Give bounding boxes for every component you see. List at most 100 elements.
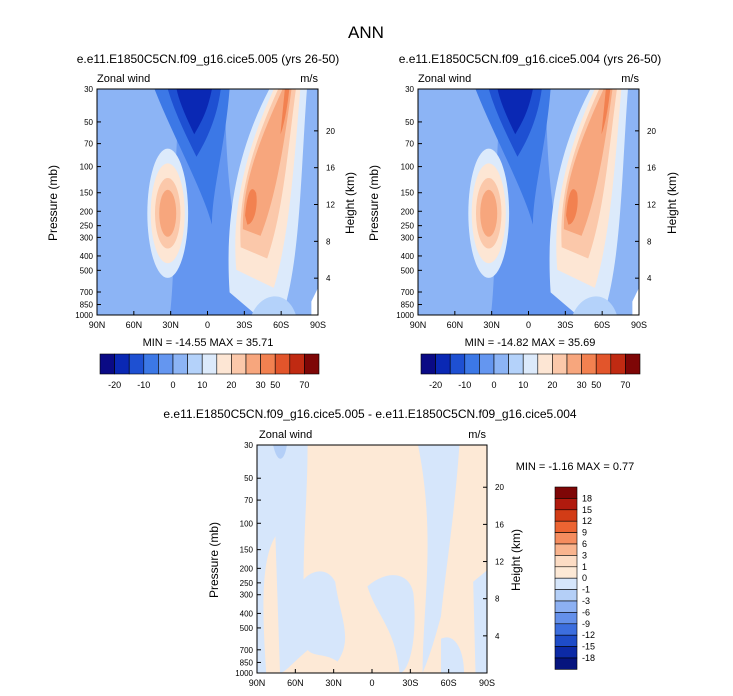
colorbar-swatch	[554, 646, 578, 659]
panel-c-ylabel-right: Height (km)	[509, 529, 523, 591]
colorbar-label: -6	[582, 607, 590, 617]
y-tick-label: 100	[401, 163, 415, 172]
colorbar-swatch	[554, 612, 578, 625]
colorbar-swatch	[554, 657, 578, 670]
colorbar-swatch	[99, 353, 115, 375]
y-tick-label: 50	[244, 474, 253, 483]
panel-c-stats: MIN = -1.16 MAX = 0.77	[516, 461, 635, 473]
y-tick-label: 200	[401, 207, 415, 216]
panel-b-ticks: 90N 60N 30N 0 30S 60S 90S 30 50 70 100 150 200 250 300…	[396, 85, 656, 330]
colorbar-swatch	[522, 353, 539, 375]
colorbar-swatch	[464, 353, 480, 375]
x-tick-label: 90S	[479, 678, 495, 688]
height-tick-label: 16	[495, 520, 504, 529]
colorbar-swatch	[274, 353, 291, 375]
y-tick-label: 70	[244, 496, 253, 505]
panel-b-stats: MIN = -14.82 MAX = 35.69	[465, 337, 596, 349]
x-tick-label: 90S	[310, 320, 326, 330]
colorbar-swatch	[435, 353, 451, 375]
colorbar-swatch	[187, 353, 203, 375]
y-tick-label: 150	[80, 189, 94, 198]
colorbar-label: 30	[256, 380, 266, 390]
y-tick-label: 50	[84, 118, 93, 127]
colorbar-label: 70	[299, 380, 309, 390]
colorbar-swatch	[595, 353, 612, 375]
height-tick-label: 8	[647, 237, 652, 246]
panel-b-contours	[418, 89, 639, 315]
y-tick-label: 70	[405, 140, 414, 149]
x-tick-label: 90N	[249, 678, 266, 688]
colorbar-label: 6	[582, 539, 587, 549]
colorbar-swatch	[172, 353, 188, 375]
y-tick-label: 250	[80, 222, 94, 231]
height-tick-label: 4	[495, 632, 500, 641]
panel-b-variable: Zonal wind	[418, 73, 471, 85]
contour-band	[473, 570, 487, 673]
y-tick-label: 70	[84, 140, 93, 149]
y-tick-label: 850	[401, 301, 415, 310]
x-tick-label: 0	[526, 320, 531, 330]
contour-band	[257, 445, 308, 673]
y-tick-label: 850	[80, 301, 94, 310]
colorbar-swatch	[554, 634, 578, 647]
panel-c-title: e.e11.E1850C5CN.f09_g16.cice5.005 - e.e1…	[163, 407, 577, 421]
height-tick-label: 12	[495, 558, 504, 567]
colorbar-swatch	[552, 353, 568, 375]
y-tick-label: 700	[401, 288, 415, 297]
colorbar-swatch	[554, 486, 578, 499]
y-tick-label: 500	[401, 266, 415, 275]
colorbar-swatch	[625, 353, 641, 375]
colorbar-swatch	[143, 353, 159, 375]
contour-band	[176, 89, 212, 135]
colorbar-swatch	[449, 353, 466, 375]
panel-c: e.e11.E1850C5CN.f09_g16.cice5.005 - e.e1…	[163, 407, 634, 688]
colorbar-label: 30	[577, 380, 587, 390]
panel-c-units: m/s	[468, 429, 486, 441]
x-tick-label: 30N	[162, 320, 179, 330]
x-tick-label: 60N	[447, 320, 464, 330]
colorbar-label: 10	[518, 380, 528, 390]
x-tick-label: 90N	[89, 320, 106, 330]
panel-b-ylabel: Pressure (mb)	[367, 165, 381, 241]
y-tick-label: 300	[401, 233, 415, 242]
colorbar-swatch	[581, 353, 597, 375]
panel-a-title: e.e11.E1850C5CN.f09_g16.cice5.005 (yrs 2…	[77, 52, 340, 66]
colorbar-swatch	[554, 509, 578, 522]
colorbar-swatch	[216, 353, 232, 375]
contour-band	[441, 637, 464, 673]
colorbar-swatch	[554, 566, 578, 579]
y-tick-label: 1000	[235, 669, 253, 678]
contour-group	[257, 445, 487, 673]
panel-b-title: e.e11.E1850C5CN.f09_g16.cice5.004 (yrs 2…	[399, 52, 662, 66]
panel-a-ylabel: Pressure (mb)	[46, 165, 60, 241]
colorbar-swatch	[260, 353, 276, 375]
colorbar-label: 3	[582, 550, 587, 560]
contour-band	[280, 89, 290, 135]
colorbar-swatch	[554, 623, 578, 636]
colorbar-label: -10	[458, 380, 471, 390]
y-tick-label: 250	[240, 579, 254, 588]
colorbar-label: 0	[491, 380, 496, 390]
contour-band	[497, 89, 533, 135]
colorbar-label: -9	[582, 619, 590, 629]
y-tick-label: 50	[405, 118, 414, 127]
colorbar-label: 50	[591, 380, 601, 390]
colorbar-label: -18	[582, 653, 595, 663]
y-tick-label: 700	[80, 288, 94, 297]
colorbar-label: -10	[137, 380, 150, 390]
y-tick-label: 30	[244, 441, 253, 450]
y-tick-label: 30	[405, 85, 414, 94]
colorbar-swatch	[114, 353, 130, 375]
panel-b-units: m/s	[621, 73, 639, 85]
colorbar-swatch	[554, 498, 578, 511]
x-tick-label: 30S	[557, 320, 573, 330]
height-tick-label: 16	[326, 164, 335, 173]
colorbar-swatch	[554, 589, 578, 602]
contour-band	[251, 296, 296, 315]
y-tick-label: 1000	[75, 311, 93, 320]
x-tick-label: 30S	[236, 320, 252, 330]
contour-band	[296, 571, 346, 662]
panel-b: e.e11.E1850C5CN.f09_g16.cice5.004 (yrs 2…	[367, 52, 679, 390]
colorbar-label: 18	[582, 493, 592, 503]
